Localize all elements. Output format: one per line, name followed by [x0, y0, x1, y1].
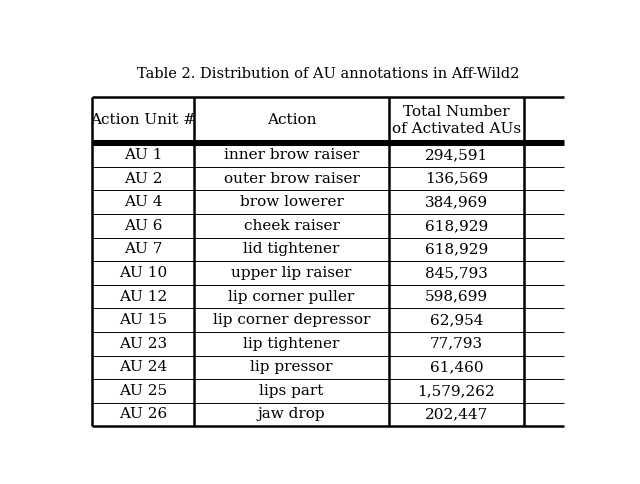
Text: 136,569: 136,569 — [425, 172, 488, 186]
Text: 598,699: 598,699 — [425, 289, 488, 303]
Text: AU 25: AU 25 — [119, 384, 167, 398]
Text: 384,969: 384,969 — [425, 195, 488, 209]
Text: AU 7: AU 7 — [124, 242, 163, 257]
Text: 294,591: 294,591 — [425, 148, 488, 162]
Text: 61,460: 61,460 — [429, 360, 483, 374]
Text: 618,929: 618,929 — [425, 219, 488, 233]
Text: Action: Action — [267, 113, 316, 127]
Text: lips part: lips part — [259, 384, 324, 398]
Text: Table 2. Distribution of AU annotations in Aff-Wild2: Table 2. Distribution of AU annotations … — [137, 67, 519, 81]
Text: lip pressor: lip pressor — [250, 360, 333, 374]
Text: 618,929: 618,929 — [425, 242, 488, 257]
Text: AU 4: AU 4 — [124, 195, 163, 209]
Text: AU 2: AU 2 — [124, 172, 163, 186]
Text: 202,447: 202,447 — [425, 408, 488, 422]
Text: Total Number
of Activated AUs: Total Number of Activated AUs — [392, 105, 521, 136]
Text: AU 23: AU 23 — [119, 337, 167, 351]
Text: 77,793: 77,793 — [430, 337, 483, 351]
Text: AU 15: AU 15 — [119, 313, 167, 327]
Text: jaw drop: jaw drop — [258, 408, 325, 422]
Text: lip corner depressor: lip corner depressor — [212, 313, 370, 327]
Text: brow lowerer: brow lowerer — [239, 195, 344, 209]
Text: AU 6: AU 6 — [124, 219, 163, 233]
Text: Action Unit #: Action Unit # — [90, 113, 196, 127]
Text: 845,793: 845,793 — [425, 266, 488, 280]
Text: upper lip raiser: upper lip raiser — [231, 266, 351, 280]
Text: AU 10: AU 10 — [119, 266, 167, 280]
Text: outer brow raiser: outer brow raiser — [223, 172, 360, 186]
Text: AU 1: AU 1 — [124, 148, 163, 162]
Text: 62,954: 62,954 — [429, 313, 483, 327]
Text: AU 26: AU 26 — [119, 408, 167, 422]
Text: 1,579,262: 1,579,262 — [417, 384, 495, 398]
Text: cheek raiser: cheek raiser — [244, 219, 339, 233]
Text: AU 24: AU 24 — [119, 360, 167, 374]
Text: lip tightener: lip tightener — [243, 337, 340, 351]
Text: inner brow raiser: inner brow raiser — [224, 148, 359, 162]
Text: lip corner puller: lip corner puller — [228, 289, 355, 303]
Text: AU 12: AU 12 — [119, 289, 167, 303]
Text: lid tightener: lid tightener — [243, 242, 340, 257]
